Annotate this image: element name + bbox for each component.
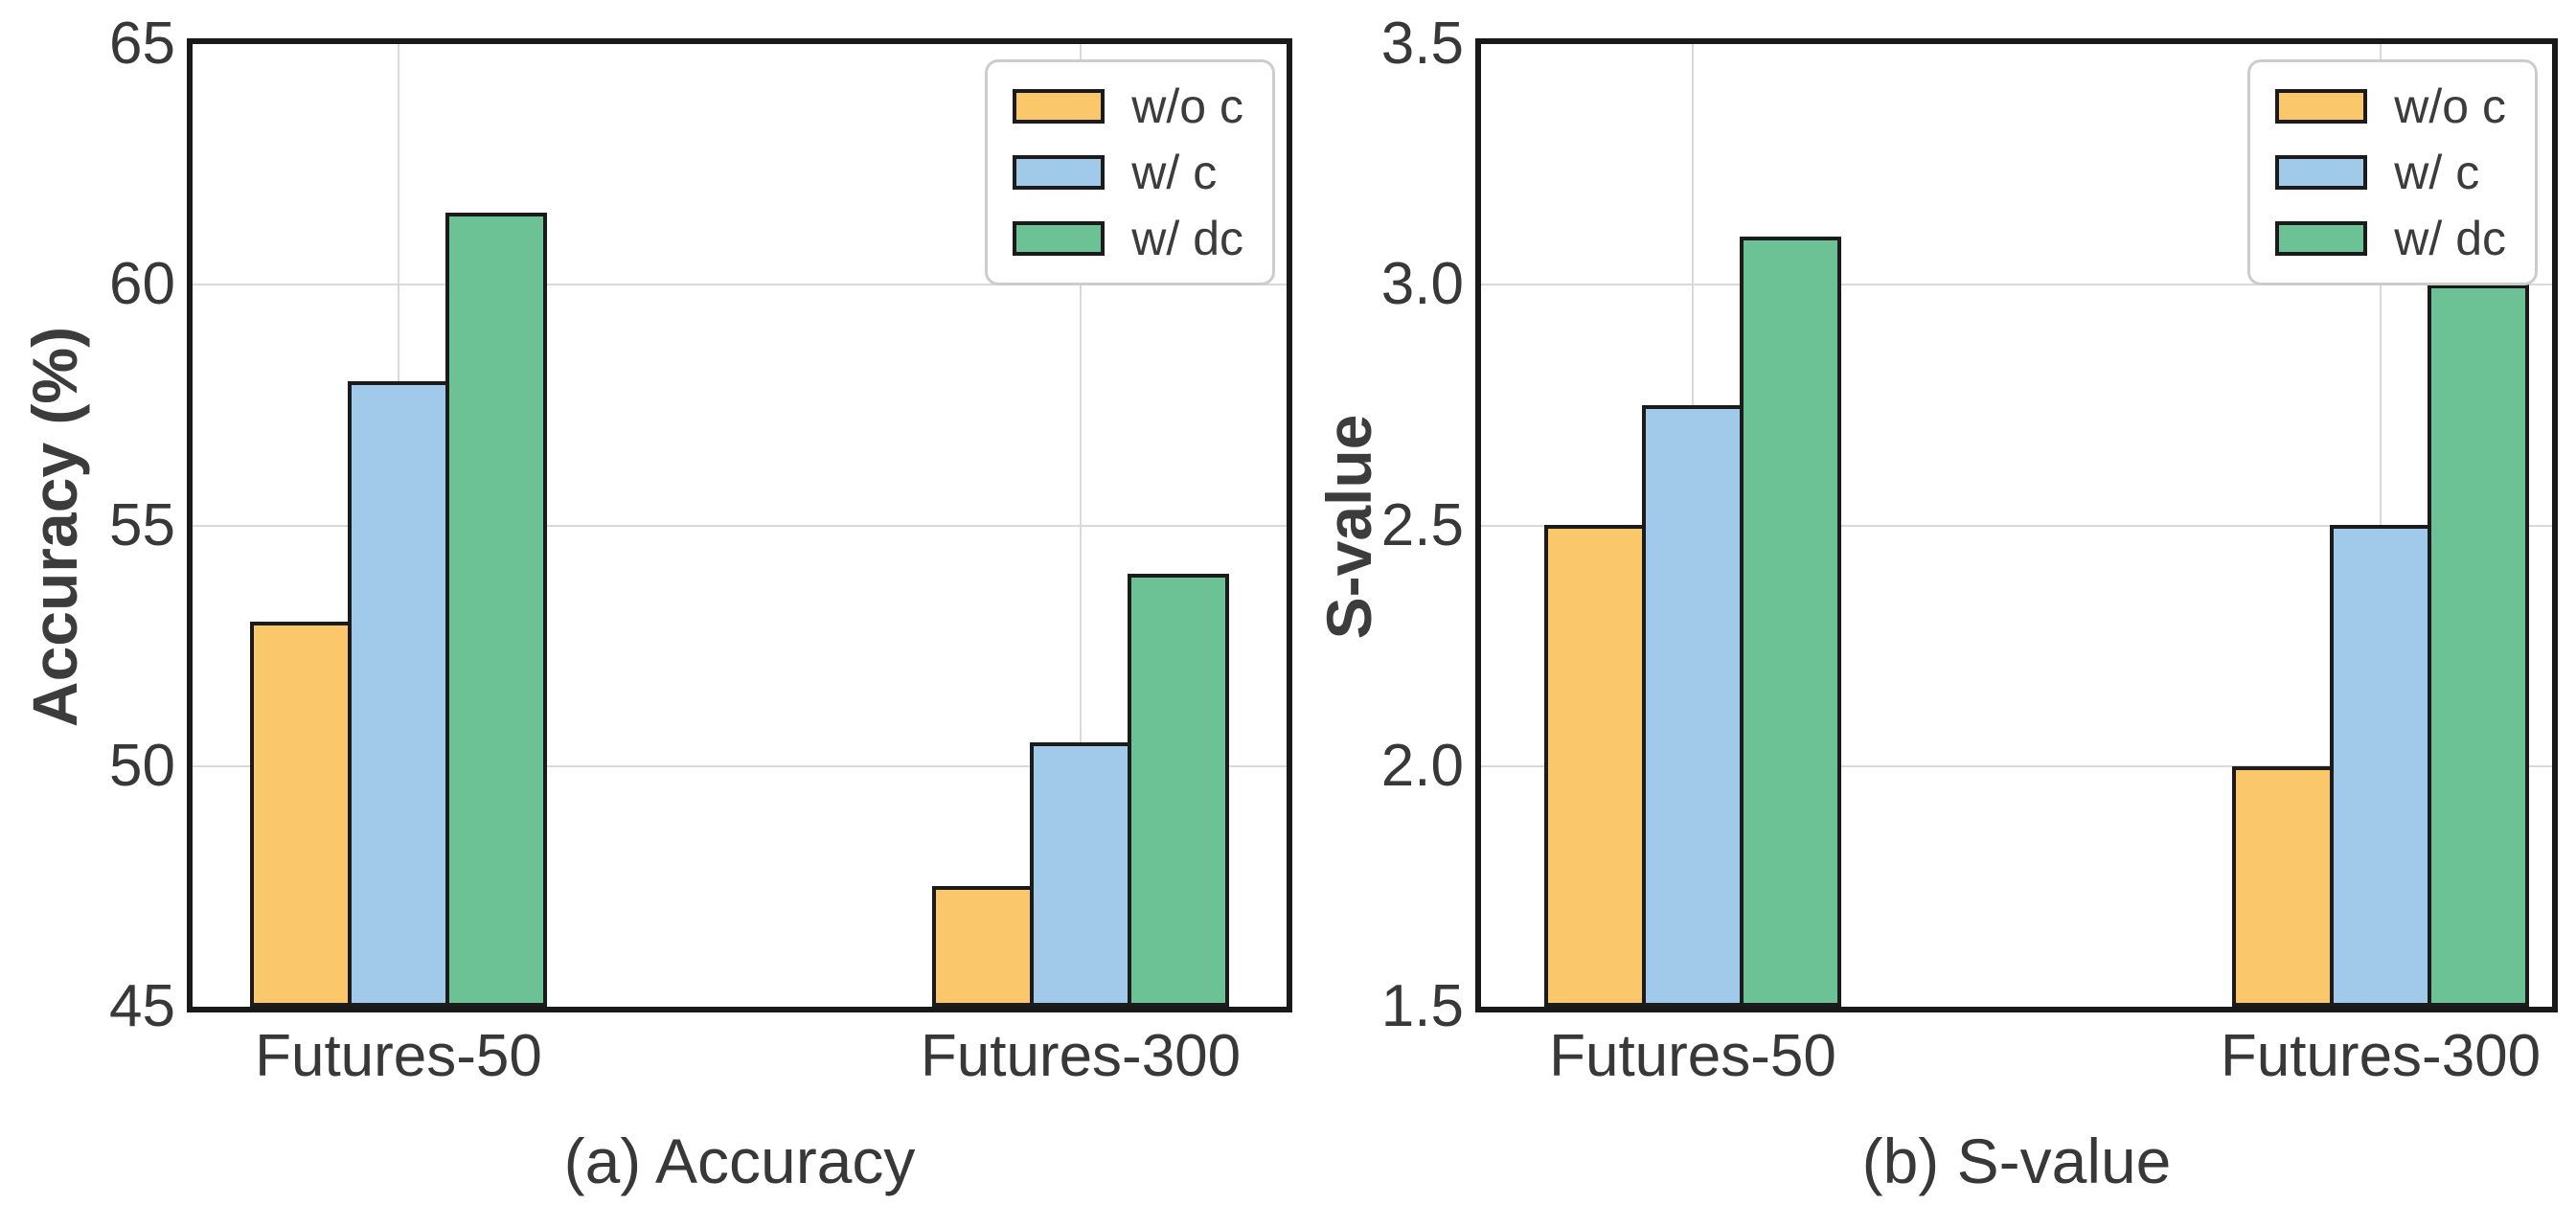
bar-w-o-c-futures-50 xyxy=(250,622,352,1007)
legend-item: w/ dc xyxy=(2275,214,2506,263)
gridline xyxy=(1481,284,2552,285)
bar-w-c-futures-300 xyxy=(2330,525,2431,1007)
gridline xyxy=(1481,765,2552,767)
x-tick-label: Futures-300 xyxy=(2220,1023,2542,1089)
bar-w-dc-futures-300 xyxy=(2428,284,2529,1007)
y-tick-label: 65 xyxy=(109,11,175,77)
gridline xyxy=(193,765,1287,767)
legend-item: w/o c xyxy=(2275,81,2506,131)
subplot-caption: (b) S-value xyxy=(1861,1125,2172,1196)
legend-item: w/ c xyxy=(2275,148,2506,197)
y-tick-label: 1.5 xyxy=(1380,973,1464,1039)
bar-w-o-c-futures-300 xyxy=(932,886,1034,1007)
x-tick-label: Futures-50 xyxy=(255,1023,542,1089)
y-axis-label: S-value xyxy=(1313,414,1384,640)
orange-swatch-icon xyxy=(2275,89,2368,124)
legend-item: w/ c xyxy=(1013,148,1243,197)
plot-area-s-value: w/o c w/ c w/ dc xyxy=(1475,38,2558,1012)
legend-item: w/o c xyxy=(1013,81,1243,131)
bar-w-c-futures-50 xyxy=(348,381,449,1007)
gridline xyxy=(1692,44,1694,1007)
legend-item-label: w/o c xyxy=(2394,80,2506,133)
green-swatch-icon xyxy=(1013,221,1106,256)
y-tick-label: 55 xyxy=(109,492,175,558)
subplot-caption: (a) Accuracy xyxy=(563,1125,916,1196)
y-tick-label: 3.0 xyxy=(1380,251,1464,317)
x-tick-label: Futures-300 xyxy=(920,1023,1242,1089)
bar-w-o-c-futures-300 xyxy=(2232,766,2334,1007)
legend-item: w/ dc xyxy=(1013,214,1243,263)
y-tick-label: 60 xyxy=(109,251,175,317)
gridline xyxy=(193,284,1287,285)
bar-w-dc-futures-50 xyxy=(445,213,547,1007)
y-tick-label: 50 xyxy=(109,733,175,799)
gridline xyxy=(398,44,399,1007)
bar-w-dc-futures-50 xyxy=(1740,237,1841,1007)
y-axis-label: Accuracy (%) xyxy=(19,326,90,728)
gridline xyxy=(1481,525,2552,527)
blue-swatch-icon xyxy=(2275,155,2368,190)
legend-item-label: w/ dc xyxy=(2394,212,2506,265)
legend: w/o c w/ c w/ dc xyxy=(985,59,1275,285)
bar-w-dc-futures-300 xyxy=(1128,574,1229,1007)
legend-item-label: w/ dc xyxy=(1131,212,1243,265)
y-tick-label: 2.0 xyxy=(1380,733,1464,799)
legend: w/o c w/ c w/ dc xyxy=(2247,59,2538,285)
gridline xyxy=(2380,44,2382,1007)
x-tick-label: Futures-50 xyxy=(1549,1023,1836,1089)
blue-swatch-icon xyxy=(1013,155,1106,190)
plot-area-accuracy: w/o c w/ c w/ dc xyxy=(187,38,1292,1012)
legend-item-label: w/ c xyxy=(1131,146,1218,199)
gridline xyxy=(193,525,1287,527)
legend-item-label: w/o c xyxy=(1131,80,1243,133)
green-swatch-icon xyxy=(2275,221,2368,256)
bar-w-c-futures-300 xyxy=(1030,742,1131,1007)
gridline xyxy=(1080,44,1082,1007)
bar-w-o-c-futures-50 xyxy=(1544,525,1646,1007)
orange-swatch-icon xyxy=(1013,89,1106,124)
y-tick-label: 2.5 xyxy=(1380,492,1464,558)
bar-w-c-futures-50 xyxy=(1642,405,1744,1007)
legend-item-label: w/ c xyxy=(2394,146,2480,199)
y-tick-label: 45 xyxy=(109,973,175,1039)
y-tick-label: 3.5 xyxy=(1380,11,1464,77)
